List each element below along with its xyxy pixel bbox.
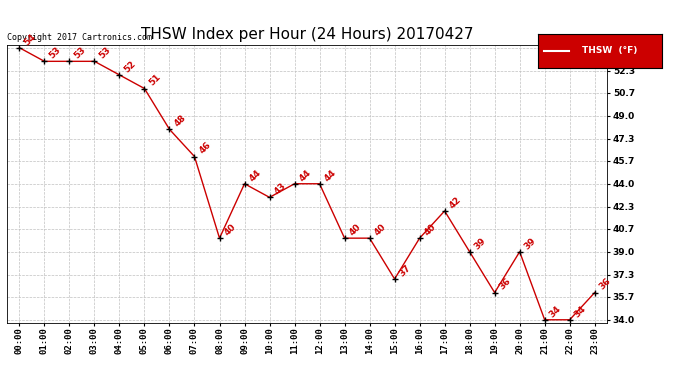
Text: 52: 52 <box>122 59 137 74</box>
Text: 40: 40 <box>373 222 388 237</box>
Text: 43: 43 <box>273 181 288 196</box>
Text: 40: 40 <box>347 222 362 237</box>
Text: 44: 44 <box>247 168 263 183</box>
Text: 53: 53 <box>97 45 112 60</box>
Text: 39: 39 <box>473 236 488 251</box>
Text: 36: 36 <box>497 277 513 292</box>
Text: 34: 34 <box>547 304 563 319</box>
Text: 53: 53 <box>47 45 62 60</box>
Text: 39: 39 <box>522 236 538 251</box>
Text: 44: 44 <box>322 168 337 183</box>
Text: 54: 54 <box>22 32 37 47</box>
Text: 40: 40 <box>422 222 437 237</box>
Text: Copyright 2017 Cartronics.com: Copyright 2017 Cartronics.com <box>7 33 152 42</box>
Text: 48: 48 <box>172 113 188 129</box>
Text: 40: 40 <box>222 222 237 237</box>
Text: 36: 36 <box>598 277 613 292</box>
Text: 51: 51 <box>147 72 162 88</box>
Title: THSW Index per Hour (24 Hours) 20170427: THSW Index per Hour (24 Hours) 20170427 <box>141 27 473 42</box>
Text: THSW  (°F): THSW (°F) <box>582 46 637 55</box>
Text: 44: 44 <box>297 168 313 183</box>
Text: 37: 37 <box>397 263 413 278</box>
Text: 53: 53 <box>72 45 88 60</box>
Text: 46: 46 <box>197 141 213 156</box>
Text: 34: 34 <box>573 304 588 319</box>
Text: 42: 42 <box>447 195 463 210</box>
